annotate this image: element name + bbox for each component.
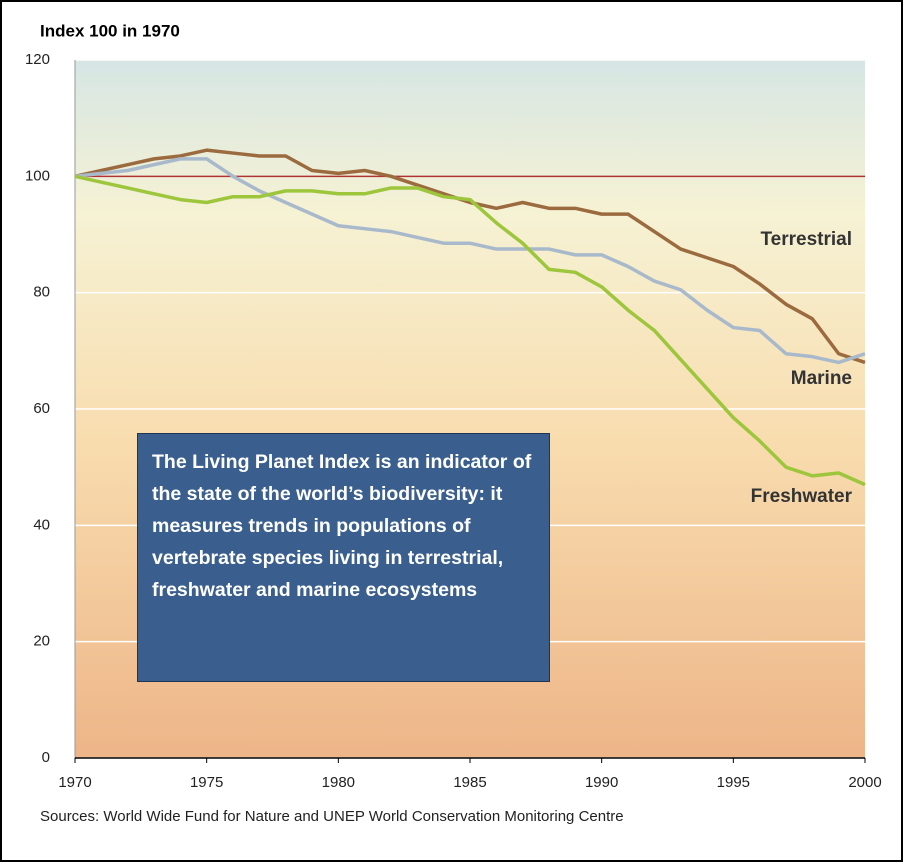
y-tick-label: 20: [33, 633, 50, 650]
y-tick-label: 100: [25, 167, 50, 184]
series-line: [74, 174, 866, 487]
y-tick-label: 40: [33, 516, 50, 533]
series-line: [74, 157, 866, 365]
source-note: Sources: World Wide Fund for Nature and …: [40, 808, 624, 825]
x-tick-label: 1995: [717, 774, 750, 791]
y-tick-label: 0: [42, 749, 50, 766]
x-tick-label: 1980: [322, 774, 355, 791]
x-tick-label: 1970: [58, 774, 91, 791]
annotation: The Living Planet Index is an indicator …: [137, 433, 550, 682]
y-tick-label: 80: [33, 284, 50, 301]
series-line: [74, 148, 866, 365]
series-label: Marine: [791, 368, 852, 389]
x-tick-label: 1975: [190, 774, 223, 791]
y-tick-label: 120: [25, 51, 50, 68]
x-tick-label: 1990: [585, 774, 618, 791]
series-label: Terrestrial: [760, 229, 852, 250]
chart-title: Index 100 in 1970: [40, 21, 180, 40]
series-label: Freshwater: [751, 486, 853, 507]
x-tick-label: 2000: [848, 774, 881, 791]
y-tick-label: 60: [33, 400, 50, 417]
x-tick-label: 1985: [453, 774, 486, 791]
